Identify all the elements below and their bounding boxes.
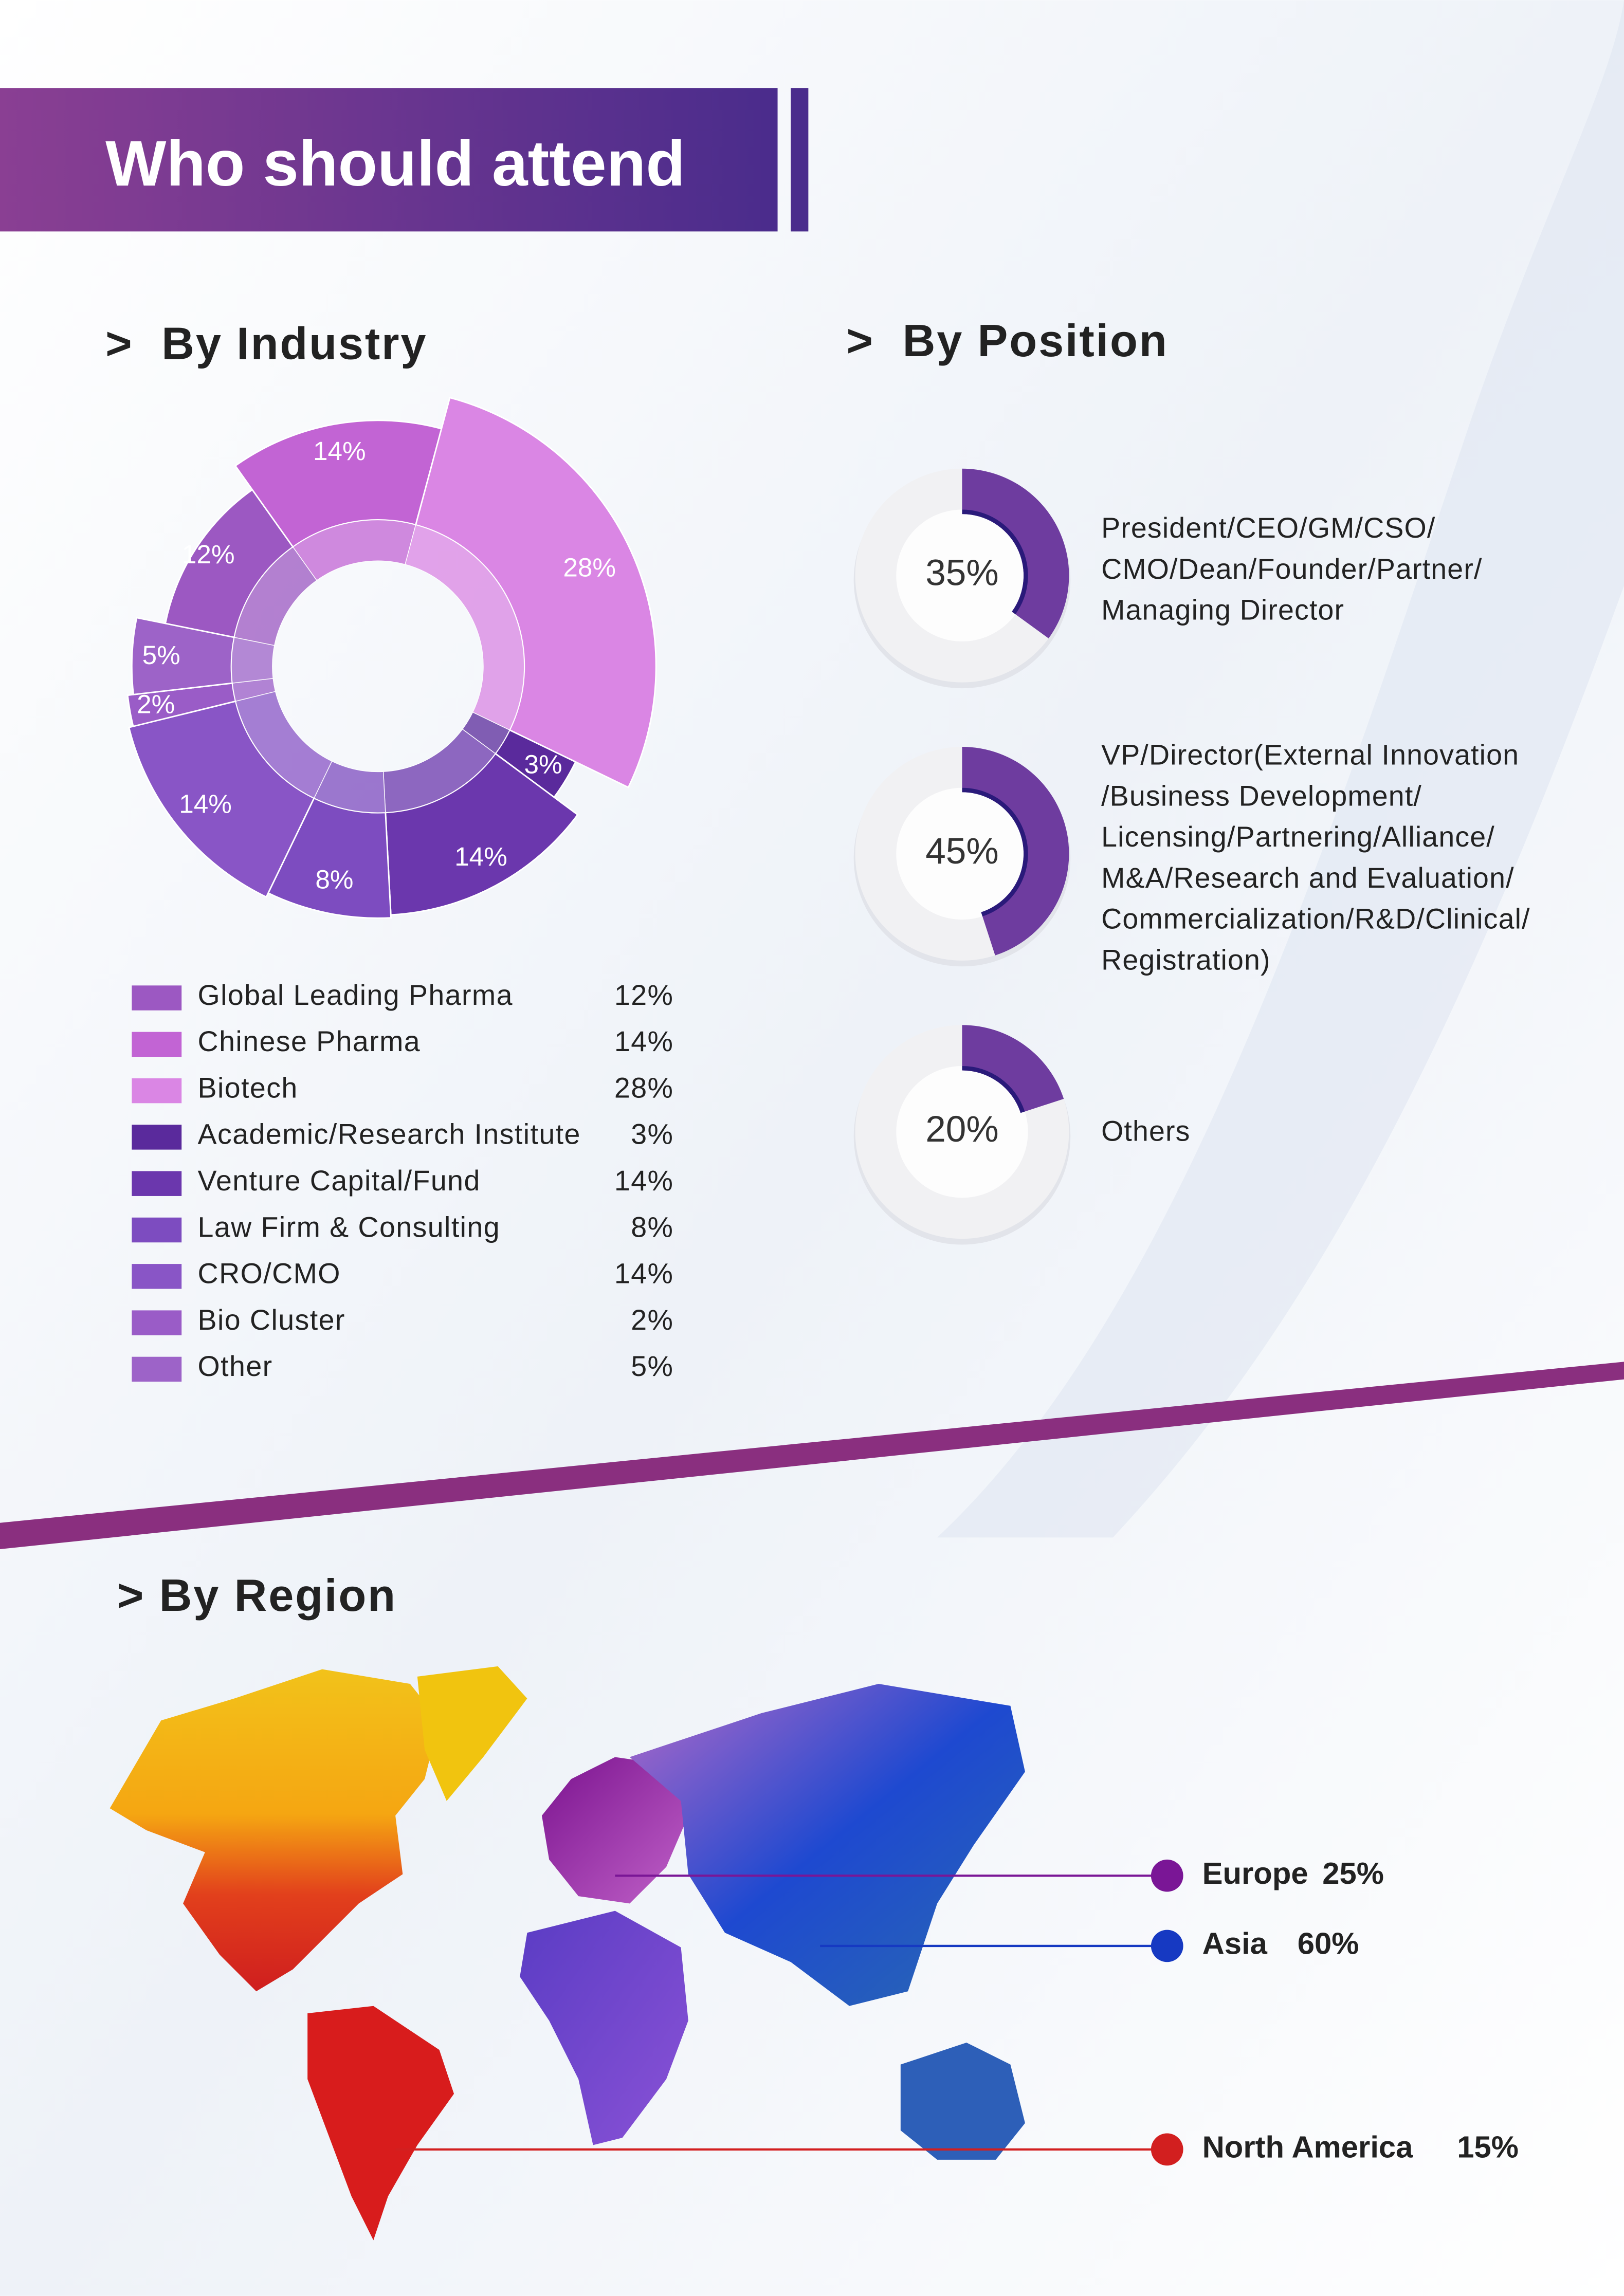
dna-decoration (937, 0, 1624, 1538)
slice-label: 2% (137, 690, 175, 719)
legend-value: 8% (631, 1211, 673, 1243)
legend-value: 2% (631, 1304, 673, 1336)
legend-value: 12% (614, 979, 673, 1011)
position-label: M&A/Research and Evaluation/ (1101, 862, 1514, 894)
region-value: 25% (1322, 1856, 1384, 1890)
legend-swatch (132, 1078, 182, 1104)
position-label: Commercialization/R&D/Clinical/ (1101, 903, 1530, 935)
legend-value: 5% (631, 1350, 673, 1382)
legend-swatch (132, 1356, 182, 1382)
world-map (110, 1666, 1025, 2240)
divider-stripe (0, 1362, 1624, 1549)
legend-label: Bio Cluster (198, 1304, 345, 1336)
legend-label: CRO/CMO (198, 1258, 341, 1290)
section-title: > By Position (846, 315, 1168, 366)
position-label: Licensing/Partnering/Alliance/ (1101, 821, 1495, 853)
legend-value: 14% (614, 1025, 673, 1057)
slice-label: 3% (524, 750, 562, 779)
position-label: President/CEO/GM/CSO/ (1101, 512, 1435, 544)
region-name: North America (1202, 2130, 1414, 2164)
inner-slice (405, 524, 525, 731)
donut-label: 20% (925, 1109, 999, 1150)
legend-swatch (132, 1125, 182, 1150)
slice-label: 8% (315, 865, 353, 894)
region-value: 60% (1298, 1926, 1359, 1961)
legend-value: 14% (614, 1165, 673, 1197)
donut-hole (896, 1066, 1028, 1198)
legend-value: 14% (614, 1258, 673, 1290)
donut-arc (962, 747, 1069, 956)
slice-label: 28% (563, 553, 616, 582)
region-dot (1151, 1859, 1183, 1892)
legend-label: Biotech (198, 1072, 298, 1104)
legend-label: Other (198, 1350, 273, 1382)
page-title: Who should attend (105, 127, 685, 199)
region-name: Europe (1202, 1856, 1308, 1890)
legend-label: Chinese Pharma (198, 1025, 421, 1057)
section-title: > By Industry (105, 318, 427, 369)
slice-label: 12% (182, 540, 235, 569)
donut-arc-edge (962, 1066, 1025, 1113)
legend-label: Global Leading Pharma (198, 979, 513, 1011)
slice-label: 14% (454, 842, 507, 871)
legend-swatch (132, 985, 182, 1011)
legend-swatch (132, 1310, 182, 1335)
donut-label: 45% (925, 831, 999, 872)
region-name: Asia (1202, 1926, 1268, 1961)
legend-label: Academic/Research Institute (198, 1118, 581, 1150)
charts: 12% Global Leading Pharma 12% 14% Chinese Ph… (126, 396, 1530, 2166)
section-title: > By Region (117, 1570, 397, 1621)
legend-swatch (132, 1217, 182, 1243)
legend-swatch (132, 1264, 182, 1289)
donut-hole (896, 509, 1028, 641)
donut-hole (896, 787, 1028, 920)
region-dot (1151, 1930, 1183, 1962)
legend-value: 3% (631, 1118, 673, 1150)
slice-label: 14% (313, 436, 366, 466)
region-dot (1151, 2133, 1183, 2166)
donut-arc-edge (962, 509, 1028, 615)
position-label: Others (1101, 1115, 1191, 1147)
legend-label: Venture Capital/Fund (198, 1165, 481, 1197)
banner (0, 88, 778, 232)
position-label: Managing Director (1101, 594, 1344, 626)
legend-swatch (132, 1032, 182, 1057)
position-label: Registration) (1101, 944, 1271, 976)
position-label: VP/Director(External Innovation (1101, 739, 1519, 771)
region-value: 15% (1457, 2130, 1519, 2164)
inner-slice (231, 637, 275, 684)
donut-arc (962, 1025, 1064, 1113)
legend-label: Law Firm & Consulting (198, 1211, 501, 1243)
position-label: /Business Development/ (1101, 780, 1422, 812)
legend-value: 28% (614, 1072, 673, 1104)
donut-label: 35% (925, 553, 999, 594)
legend-swatch (132, 1171, 182, 1196)
banner-bar (791, 88, 809, 232)
position-label: CMO/Dean/Founder/Partner/ (1101, 553, 1482, 585)
slice-label: 5% (142, 640, 180, 670)
donut-arc (962, 468, 1069, 638)
slice-label: 14% (179, 789, 232, 818)
